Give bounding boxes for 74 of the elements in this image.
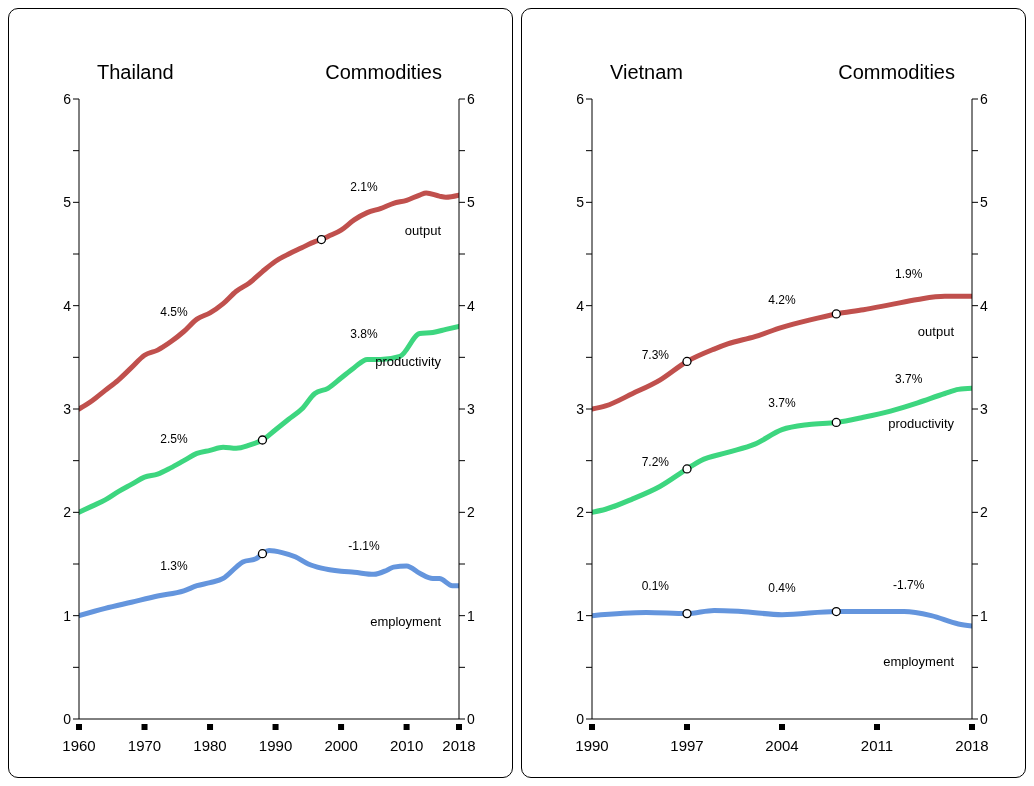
point <box>316 234 327 245</box>
y-tick-label: 1 <box>576 607 585 624</box>
series-label: productivity <box>888 416 955 432</box>
annotation: 7.2% <box>641 454 670 469</box>
annotation: 2.1% <box>350 180 378 195</box>
annotation: 0.1% <box>641 578 670 593</box>
chart-title: Vietnam <box>610 61 684 85</box>
text: employment <box>370 613 442 629</box>
annotation: 2.5% <box>160 432 188 447</box>
chart-subtitle: Commodities <box>325 61 442 85</box>
annotation: 7.3% <box>641 348 670 363</box>
y2-tick-label: 2 <box>467 504 475 521</box>
x-tick-label: 2018 <box>955 737 989 754</box>
annotation: -1.1% <box>348 539 380 554</box>
x-tick-label: 1997 <box>670 737 704 754</box>
annotation: -1.7% <box>892 578 925 593</box>
x-tick-label: 1970 <box>127 737 162 754</box>
y-tick-label: 2 <box>63 504 72 521</box>
y-tick-label: 6 <box>63 91 72 107</box>
annotation: 3.7% <box>894 371 923 386</box>
y2-tick-label: 0 <box>467 711 475 727</box>
annotation: 4.2% <box>768 293 796 308</box>
chart-title: Thailand <box>97 61 174 85</box>
annotation: 1.9% <box>894 267 923 282</box>
x-tick-label: 2000 <box>324 737 358 754</box>
y2-tick-label: 3 <box>980 401 988 417</box>
y-tick-label: 1 <box>63 607 72 624</box>
x-tick-label: 1990 <box>258 737 293 754</box>
y-tick-label: 3 <box>576 401 585 417</box>
x-tick-label: 1990 <box>575 737 609 754</box>
point <box>831 309 841 319</box>
y2-tick-label: 5 <box>467 194 475 211</box>
annotation: 3.8% <box>350 327 378 342</box>
x-tick-label: 2004 <box>765 737 799 754</box>
x-tick-label: 2010 <box>389 737 424 754</box>
point <box>257 549 268 559</box>
annotation: 0.4% <box>768 580 796 595</box>
y-tick-label: 5 <box>63 194 72 211</box>
y-tick-label: 4 <box>576 297 585 314</box>
annotation: 4.5% <box>160 305 188 320</box>
annotation: 1.3% <box>160 558 188 573</box>
y-tick-label: 4 <box>63 297 72 314</box>
x-tick-label: 2018 <box>442 737 476 754</box>
point <box>682 356 692 367</box>
y2-tick-label: 6 <box>980 91 988 107</box>
y-tick-label: 2 <box>576 504 585 521</box>
y2-tick-label: 1 <box>467 607 475 624</box>
y-tick-label: 0 <box>576 711 585 727</box>
y2-tick-label: 4 <box>980 297 988 314</box>
point <box>682 464 692 474</box>
chart-subtitle: Commodities <box>838 61 955 85</box>
series-label: productivity <box>375 354 442 370</box>
y-tick-label: 3 <box>63 401 72 417</box>
text: employment <box>883 654 955 669</box>
series-label: output <box>917 324 955 340</box>
y2-tick-label: 5 <box>980 194 988 211</box>
y2-tick-label: 4 <box>467 297 475 314</box>
point <box>831 606 841 617</box>
point <box>831 417 841 428</box>
series-label: output <box>404 223 442 239</box>
y-tick-label: 6 <box>576 91 585 107</box>
point <box>682 608 692 619</box>
y2-tick-label: 3 <box>467 401 475 417</box>
annotation: 3.7% <box>768 395 796 410</box>
y2-tick-label: 1 <box>980 607 988 624</box>
y2-tick-label: 6 <box>467 91 475 107</box>
y-tick-label: 5 <box>576 194 585 211</box>
y-tick-label: 0 <box>63 711 72 727</box>
x-tick-label: 1960 <box>62 737 96 754</box>
y2-tick-label: 2 <box>980 504 988 521</box>
y2-tick-label: 0 <box>980 711 988 727</box>
x-tick-label: 1980 <box>193 737 227 754</box>
x-tick-label: 2011 <box>860 737 894 754</box>
point <box>257 435 268 445</box>
